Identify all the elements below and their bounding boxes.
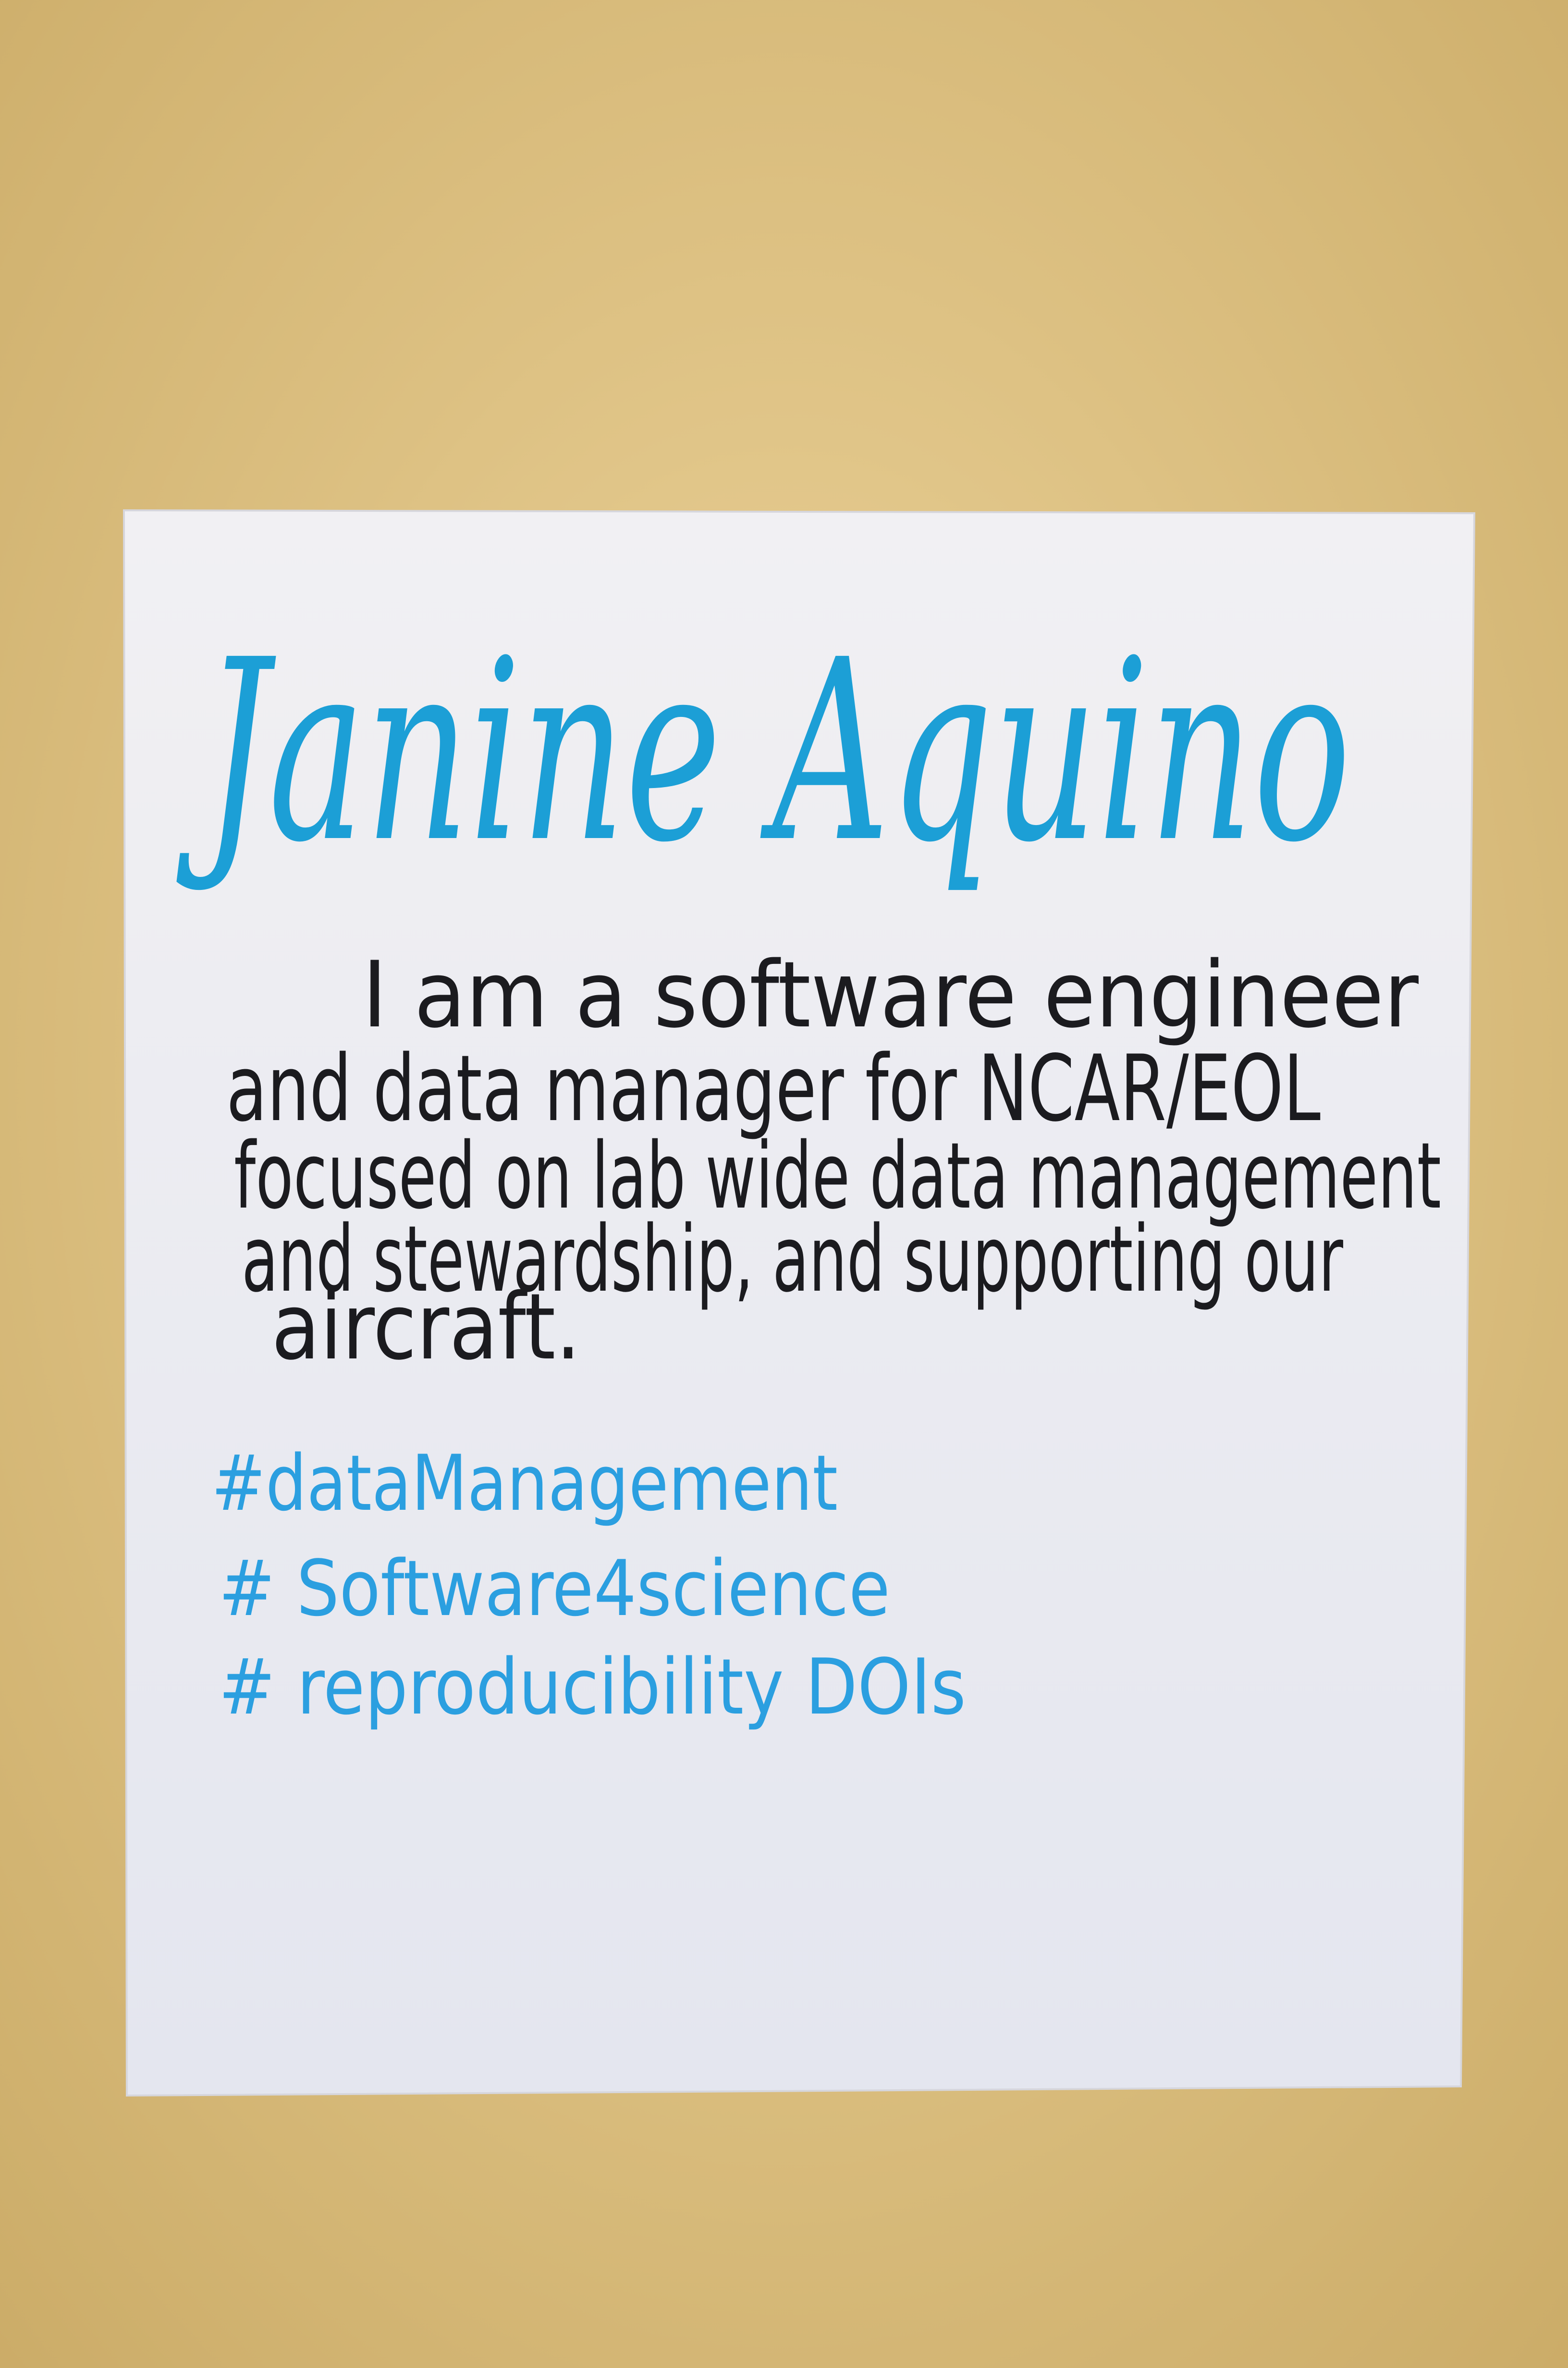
body-line: and data manager for NCAR/EOL bbox=[226, 1036, 1321, 1142]
hashtag: # Software4science bbox=[219, 1543, 890, 1633]
hashtag: # reproducibility DOIs bbox=[219, 1642, 966, 1732]
hashtag: #dataManagement bbox=[211, 1438, 838, 1528]
body-line: focused on lab wide data management bbox=[234, 1123, 1441, 1229]
body-line: aircraft. bbox=[271, 1274, 581, 1380]
body-line: and stewardship, and supporting our bbox=[242, 1206, 1344, 1312]
paper-sheet bbox=[122, 509, 1476, 2097]
body-line: I am a software engineer bbox=[362, 942, 1419, 1048]
poster-title: Janine Aquino bbox=[176, 606, 1351, 897]
